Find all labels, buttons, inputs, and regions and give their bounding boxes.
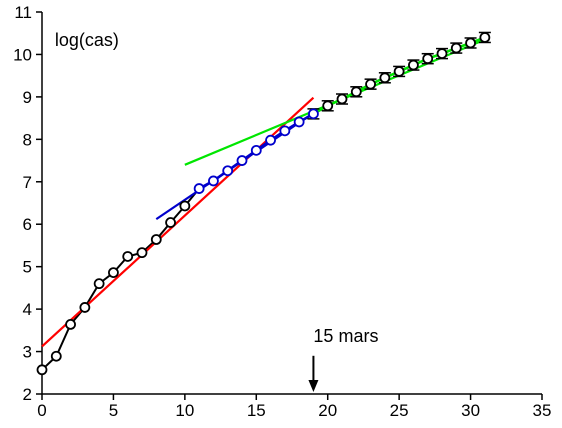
y-tick-label: 10: [13, 45, 32, 64]
data-point: [336, 93, 348, 105]
x-tick-label: 0: [37, 401, 46, 420]
x-tick-label: 30: [461, 401, 480, 420]
data-point: [308, 108, 319, 120]
data-point: [250, 144, 262, 156]
data-point: [165, 217, 176, 228]
data-point: [208, 175, 219, 187]
x-tick-label: 15: [247, 401, 266, 420]
data-point: [122, 251, 134, 262]
data-point: [479, 32, 491, 43]
data-point: [65, 318, 76, 330]
data-point: [379, 72, 391, 84]
data-point: [108, 267, 119, 279]
y-tick-label: 4: [23, 300, 32, 319]
x-tick-label: 10: [175, 401, 194, 420]
data-point: [465, 37, 476, 49]
data-point: [408, 59, 419, 71]
data-point: [79, 302, 91, 313]
data-point: [322, 100, 334, 112]
y-axis-title: log(cas): [55, 30, 119, 50]
data-point: [436, 48, 448, 59]
data-point: [136, 247, 148, 259]
y-tick-label: 8: [23, 130, 32, 149]
data-point: [222, 165, 234, 177]
x-tick-label: 35: [533, 401, 552, 420]
annotation-arrow-head: [308, 380, 319, 392]
x-tick-label: 25: [390, 401, 409, 420]
y-tick-label: 5: [23, 258, 32, 277]
y-tick-label: 3: [23, 343, 32, 362]
data-point: [193, 183, 205, 194]
data-point: [393, 66, 405, 77]
x-tick-label: 20: [318, 401, 337, 420]
data-point: [450, 42, 462, 54]
annotation-label: 15 mars: [313, 326, 378, 346]
data-series-line: [41, 36, 486, 371]
data-point: [93, 278, 105, 290]
data-point: [150, 234, 162, 245]
data-point: [350, 86, 362, 98]
data-point: [293, 116, 305, 128]
data-point: [279, 125, 291, 137]
data-point: [365, 78, 376, 90]
y-tick-label: 6: [23, 215, 32, 234]
data-point: [236, 155, 248, 166]
x-tick-label: 5: [109, 401, 118, 420]
y-tick-label: 2: [23, 385, 32, 404]
data-point: [36, 364, 48, 376]
data-point: [422, 53, 434, 65]
data-point: [50, 350, 62, 362]
data-point: [179, 200, 191, 212]
data-point: [265, 134, 276, 146]
y-tick-label: 11: [14, 3, 32, 22]
y-tick-label: 7: [23, 173, 32, 192]
y-tick-label: 9: [23, 88, 32, 107]
